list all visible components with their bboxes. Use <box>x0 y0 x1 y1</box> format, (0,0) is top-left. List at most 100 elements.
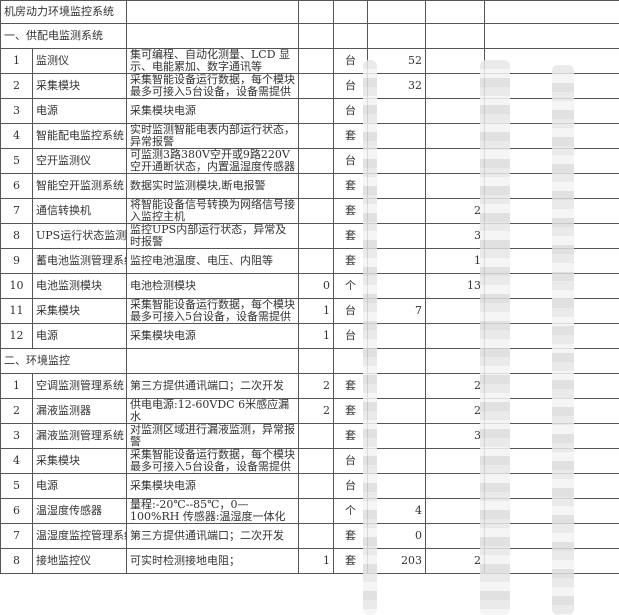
item-number: 8 <box>0 548 33 574</box>
item-name: 智能配电监控系统 <box>32 123 127 149</box>
item-quantity <box>298 198 334 224</box>
table-row: 9 蓄电池监测管理系统 监控电池温度、电压、内阻等 套 1 <box>0 248 619 274</box>
item-total <box>425 98 485 124</box>
item-total <box>425 523 485 549</box>
item-total: 13 <box>425 273 485 299</box>
redaction-blur <box>480 60 510 615</box>
item-description: 数据实时监测模块,断电报警 <box>130 180 266 192</box>
item-total <box>425 323 485 349</box>
item-total: 3 <box>425 223 485 249</box>
item-quantity <box>298 423 334 449</box>
item-name: 蓄电池监测管理系统 <box>32 248 127 274</box>
item-name: 温湿度监控管理系统 <box>32 523 127 549</box>
item-total <box>425 148 485 174</box>
item-total: 2 <box>425 373 485 399</box>
item-unit: 套 <box>333 173 368 199</box>
item-name: UPS运行状态监测管理系统 <box>32 223 127 249</box>
item-description: 监控电池温度、电压、内阻等 <box>130 255 273 267</box>
item-name: 空调监测管理系统 <box>32 373 127 399</box>
item-number: 6 <box>0 498 33 524</box>
item-name: 空开监测仪 <box>32 148 127 174</box>
item-quantity <box>298 473 334 499</box>
item-name: 采集模块 <box>32 298 127 324</box>
item-description: 电池检测模块 <box>130 280 196 292</box>
table-row: 10 电池监测模块 电池检测模块 0 个 13 <box>0 273 619 299</box>
item-number: 11 <box>0 298 33 324</box>
table-row: 2采集模块采集智能设备运行数据，每个模块最多可接入5台设备，设备需提供RS232… <box>0 73 619 99</box>
item-number: 4 <box>0 448 33 474</box>
table-row: 5空开监测仪可监测3路380V空开或9路220V空开通断状态，内置温湿度传感器同… <box>0 148 619 174</box>
item-unit: 套 <box>333 248 368 274</box>
item-description: 监控UPS内部运行状态，异常及时报警 <box>130 224 287 248</box>
item-quantity <box>298 123 334 149</box>
section-row: 一、供配电监测系统 <box>0 23 619 49</box>
table-row: 3 漏液监测管理系统 对监测区域进行漏液监测，异常报警套 3 <box>0 423 619 449</box>
item-quantity <box>298 148 334 174</box>
item-unit: 套 <box>333 123 368 149</box>
item-name: 漏液监测器 <box>32 398 127 424</box>
item-unit: 套 <box>333 548 368 574</box>
table-row: 8 接地监控仪 可实时检测接地电阻； 1 套 203 2 <box>0 548 619 574</box>
item-unit: 套 <box>333 398 368 424</box>
item-name: 漏液监测管理系统 <box>32 423 127 449</box>
table-row: 6 智能空开监测系统 数据实时监测模块,断电报警 套 <box>0 173 619 199</box>
item-description: 采集模块电源 <box>130 105 196 117</box>
item-number: 12 <box>0 323 33 349</box>
item-number: 3 <box>0 98 33 124</box>
item-quantity <box>298 448 334 474</box>
item-quantity <box>298 173 334 199</box>
item-total <box>425 298 485 324</box>
item-name: 监测仪 <box>32 48 127 74</box>
redaction-blur <box>552 65 574 615</box>
item-number: 5 <box>0 473 33 499</box>
item-quantity: 2 <box>298 373 334 399</box>
item-quantity <box>298 48 334 74</box>
item-description: 量程:-20℃--85℃，0—100%RH 传感器:温湿度一体化探头 <box>130 499 286 523</box>
item-number: 1 <box>0 48 33 74</box>
section-heading: 一、供配电监测系统 <box>0 23 127 49</box>
item-name: 温湿度传感器 <box>32 498 127 524</box>
table-title: 机房动力环境监控系统 <box>0 0 127 24</box>
item-description: 将智能设备信号转换为网络信号接入监控主机 <box>130 199 295 223</box>
table-row: 11采集模块采集智能设备运行数据，每个模块最多可接入5台设备，设备需提供RS23… <box>0 298 619 324</box>
table-row: 7 温湿度监控管理系统 第三方提供通讯端口；二次开发套 0 <box>0 523 619 549</box>
item-name: 智能空开监测系统 <box>32 173 127 199</box>
item-name: 电源 <box>32 473 127 499</box>
item-name: 接地监控仪 <box>32 548 127 574</box>
item-quantity: 1 <box>298 323 334 349</box>
item-number: 7 <box>0 198 33 224</box>
item-total: 3 <box>425 423 485 449</box>
item-description: 第三方提供通讯端口；二次开发 <box>130 530 284 542</box>
item-name: 采集模块 <box>32 73 127 99</box>
item-description: 采集智能设备运行数据，每个模块最多可接入5台设备，设备需提供RS232/485接 <box>130 74 295 98</box>
item-number: 3 <box>0 423 33 449</box>
quote-table: 机房动力环境监控系统 一、供配电监测系统 1 监测仪 集可编程、自动化测量、LCD 显… <box>0 0 619 574</box>
table-row: 12 电源 采集模块电源 1 台 <box>0 323 619 349</box>
item-total: 2 <box>425 398 485 424</box>
item-quantity <box>298 223 334 249</box>
item-total <box>425 123 485 149</box>
item-description: 第三方提供通讯端口；二次开发 <box>130 380 284 392</box>
item-name: 通信转换机 <box>32 198 127 224</box>
item-total <box>425 473 485 499</box>
table-row: 8UPS运行状态监测管理系统监控UPS内部运行状态，异常及时报警 套 3 <box>0 223 619 249</box>
item-unit: 个 <box>333 273 368 299</box>
item-description: 采集模块电源 <box>130 330 196 342</box>
item-description: 可实时检测接地电阻； <box>130 555 240 567</box>
item-total <box>425 48 485 74</box>
item-total <box>425 173 485 199</box>
item-number: 6 <box>0 173 33 199</box>
item-unit: 台 <box>333 48 368 74</box>
item-description: 实时监测智能电表内部运行状态，异常报警 <box>130 124 295 148</box>
table-row: 7 通信转换机 将智能设备信号转换为网络信号接入监控主机 套 2 <box>0 198 619 224</box>
item-number: 2 <box>0 398 33 424</box>
item-description: 可监测3路380V空开或9路220V空开通断状态，内置温湿度传感器同时采集配电柜… <box>130 149 295 173</box>
item-number: 5 <box>0 148 33 174</box>
item-description: 集可编程、自动化测量、LCD 显示、电能累加、数字通讯等 <box>130 49 291 73</box>
section-heading: 二、环境监控 <box>0 348 127 374</box>
item-quantity <box>298 523 334 549</box>
item-description: 采集智能设备运行数据，每个模块最多可接入5台设备，设备需提供RS232/485接 <box>130 299 295 323</box>
table-row: 5 电源 采集模块电源台 <box>0 473 619 499</box>
